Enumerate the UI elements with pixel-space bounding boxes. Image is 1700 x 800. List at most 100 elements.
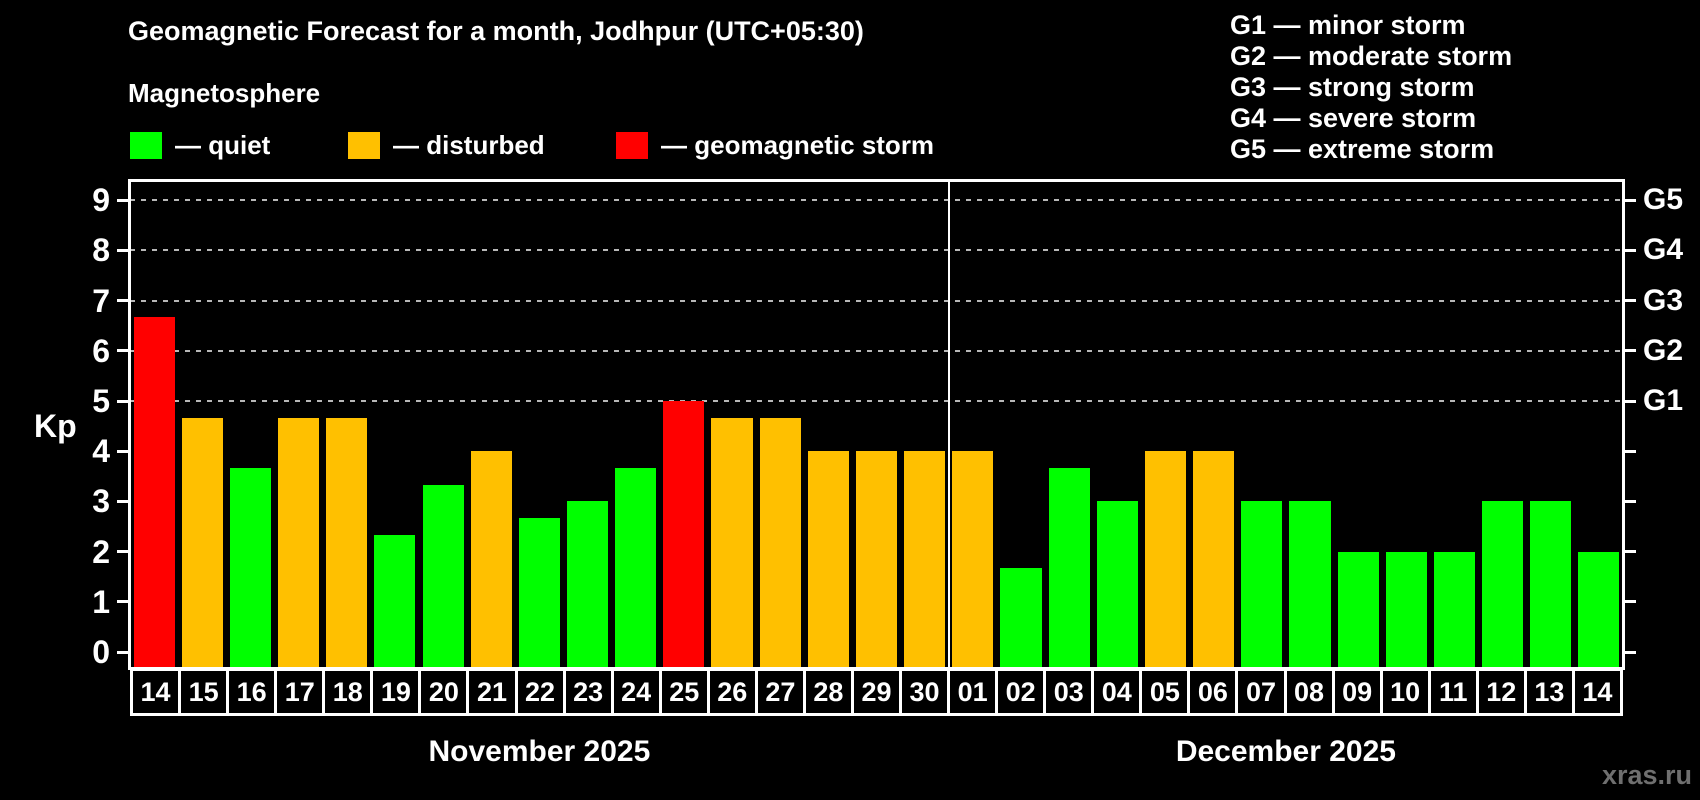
day-label: 07 (1238, 671, 1287, 713)
kp-bar (1433, 551, 1476, 668)
y-tick-left (117, 550, 130, 554)
legend-label-disturbed: — disturbed (393, 129, 545, 160)
kp-bar (181, 417, 223, 668)
kp-bar (711, 417, 753, 668)
y-tick-right (1623, 550, 1636, 554)
kp-bar (518, 518, 560, 668)
kp-bar (470, 451, 512, 668)
kp-bar (1289, 501, 1331, 668)
day-label: 09 (1335, 671, 1383, 713)
day-label: 28 (806, 671, 854, 713)
day-label: 03 (1046, 671, 1095, 713)
y-tick-right (1623, 299, 1636, 303)
day-label: 16 (229, 671, 278, 713)
g-legend-line-g5: G5 — extreme storm (1230, 134, 1495, 164)
kp-bar (759, 417, 801, 668)
kp-bar (1193, 451, 1235, 668)
kp-bar (1530, 501, 1572, 668)
kp-bar (278, 417, 320, 668)
right-axis-g-label: G2 (1643, 333, 1684, 367)
day-label: 04 (1094, 671, 1143, 713)
kp-bar (567, 501, 609, 668)
month-label: December 2025 (1175, 735, 1396, 768)
kp-bar (326, 417, 368, 668)
g-legend-line-g4: G4 — severe storm (1230, 103, 1477, 133)
kp-gridline (130, 349, 1623, 352)
y-tick-left (117, 449, 130, 453)
legend-item-quiet: — quiet (130, 130, 270, 160)
day-label: 12 (1479, 671, 1527, 713)
y-axis-tick-label: 2 (92, 533, 110, 570)
right-axis-g-label: G4 (1643, 233, 1684, 267)
disturbed-swatch-icon (348, 131, 380, 159)
day-label: 05 (1142, 671, 1191, 713)
day-label: 24 (614, 671, 662, 713)
kp-bar (807, 451, 849, 668)
day-label: 06 (1190, 671, 1239, 713)
legend-item-disturbed: — disturbed (348, 130, 545, 160)
kp-bar (1385, 551, 1427, 668)
day-label: 14 (1582, 677, 1613, 707)
y-axis-tick-label: 9 (92, 182, 110, 219)
kp-bar (1144, 451, 1187, 668)
right-axis-g-label: G3 (1643, 283, 1684, 317)
day-label: 29 (854, 671, 902, 713)
kp-bar (952, 451, 994, 668)
day-label: 25 (662, 671, 710, 713)
y-tick-left (117, 248, 130, 252)
kp-bar (1000, 568, 1042, 668)
y-axis-tick-label: 6 (92, 332, 110, 369)
day-label: 17 (277, 671, 326, 713)
kp-gridline (130, 199, 1623, 202)
y-tick-right (1623, 650, 1636, 654)
legend-label-quiet: — quiet (175, 129, 271, 160)
day-label: 30 (902, 671, 951, 713)
y-axis-tick-label: 7 (92, 282, 110, 319)
day-label: 22 (518, 671, 566, 713)
kp-bar (229, 467, 271, 668)
kp-bar (1241, 501, 1283, 668)
kp-bar (422, 484, 464, 668)
kp-bar (1482, 501, 1524, 668)
day-label: 19 (373, 671, 422, 713)
y-tick-right (1623, 499, 1636, 503)
y-tick-left (117, 650, 130, 654)
watermark-text: xras.ru (1601, 760, 1692, 790)
y-tick-right (1623, 449, 1636, 453)
chart-subtitle: Magnetosphere (128, 78, 321, 108)
y-axis-tick-label: 8 (92, 232, 110, 269)
y-tick-left (117, 399, 130, 403)
right-axis-g-label: G1 (1643, 384, 1684, 417)
kp-bar (1096, 501, 1138, 668)
day-label: 21 (469, 671, 518, 713)
day-label: 13 (1527, 671, 1575, 713)
plot-border (128, 179, 1625, 670)
day-label: 02 (998, 671, 1047, 713)
quiet-swatch-icon (130, 131, 162, 159)
g-legend-line-g2: G2 — moderate storm (1230, 41, 1513, 71)
day-label: 27 (758, 671, 806, 713)
y-tick-right (1623, 399, 1636, 403)
y-axis-tick-label: 5 (92, 383, 110, 419)
month-label: November 2025 (428, 735, 651, 768)
day-label: 26 (710, 671, 758, 713)
y-axis-tick-label: 3 (92, 483, 110, 520)
day-label: 08 (1287, 671, 1335, 713)
legend-item-storm: — geomagnetic storm (616, 130, 934, 160)
kp-bar (133, 317, 175, 668)
day-label: 01 (950, 671, 999, 713)
right-axis-g-label: G5 (1643, 183, 1684, 217)
g-legend-line-g3: G3 — strong storm (1230, 72, 1475, 102)
day-label: 20 (421, 671, 470, 713)
g-legend-line-g1: G1 — minor storm (1230, 10, 1466, 40)
y-tick-right (1623, 248, 1636, 252)
y-tick-left (117, 198, 130, 202)
month-separator-line (947, 181, 950, 668)
y-tick-left (117, 600, 130, 604)
x-axis-day-labels: 14 15 16 17 18 19 20 21 22 23 24 25 26 27 28 29 30 01 02 03… (130, 668, 1623, 716)
y-tick-left (117, 299, 130, 303)
kp-bar (1048, 467, 1090, 668)
day-label: 14 (133, 671, 182, 713)
kp-bar (904, 451, 946, 668)
